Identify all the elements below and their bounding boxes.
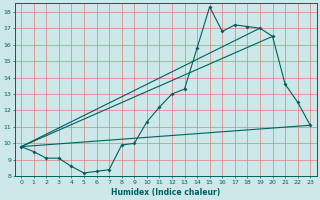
X-axis label: Humidex (Indice chaleur): Humidex (Indice chaleur) [111, 188, 220, 197]
